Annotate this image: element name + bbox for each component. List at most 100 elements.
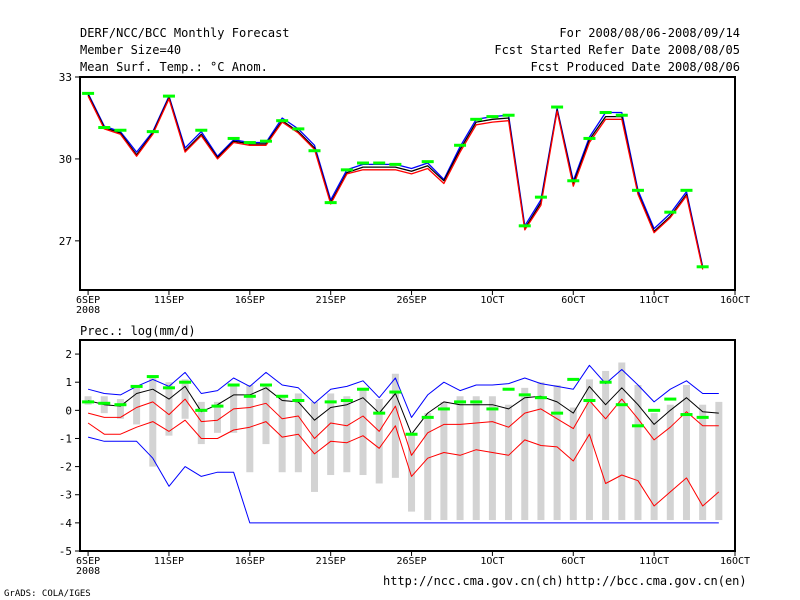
prec-obs-marker (195, 408, 208, 412)
prec-obs-marker (470, 400, 483, 404)
temp-x-tick-label: 16OCT (720, 295, 750, 306)
temp-obs-marker (696, 265, 709, 269)
prec-range-bar (246, 385, 254, 473)
prec-obs-marker (243, 394, 256, 398)
temp-obs-marker (534, 195, 547, 199)
temp-obs-marker (243, 141, 256, 145)
prec-y-tick-label: 0 (65, 404, 72, 417)
temp-obs-marker (82, 91, 95, 95)
prec-obs-marker (389, 390, 402, 394)
prec-range-bar (116, 399, 124, 419)
temp-x-tick-label: 6OCT (561, 295, 585, 306)
prec-range-bar (553, 385, 561, 521)
temp-obs-marker (664, 210, 677, 214)
prec-plot-frame (79, 339, 736, 552)
prec-obs-marker (680, 413, 693, 417)
prec-obs-marker (82, 400, 95, 404)
prec-obs-marker (276, 394, 289, 398)
prec-obs-marker (454, 400, 467, 404)
temp-obs-marker (276, 119, 289, 123)
temp-x-tick-label: 21SEP (316, 295, 346, 306)
temp-y-tick-label: 27 (59, 235, 72, 248)
prec-range-bar (311, 401, 319, 492)
temp-obs-marker (259, 139, 272, 143)
prec-range-bar (715, 401, 723, 521)
temperature-variable-label: Mean Surf. Temp.: °C Anom. (80, 60, 268, 74)
prec-range-bar (375, 399, 383, 484)
chart-title: DERF/NCC/BCC Monthly Forecast (80, 26, 290, 40)
temp-obs-marker (357, 161, 370, 165)
prec-range-bar (521, 387, 529, 521)
prec-obs-marker (551, 411, 564, 415)
prec-p10-line (87, 419, 720, 507)
prec-x-tick-label: 1OCT (480, 556, 504, 567)
prec-obs-marker (98, 401, 111, 405)
temp-x-tick-label: 16SEP (235, 295, 265, 306)
prec-obs-marker (259, 383, 272, 387)
prec-y-tick-label: -4 (59, 517, 73, 530)
forecast-started-date: Fcst Started Refer Date 2008/08/05 (494, 43, 740, 57)
temp-obs-marker (162, 94, 175, 98)
prec-range-bar (699, 404, 707, 521)
temp-x-tick-label: 11SEP (154, 295, 184, 306)
temp-obs-marker (389, 162, 402, 166)
prec-range-bar (294, 393, 302, 473)
prec-obs-marker (130, 384, 143, 388)
prec-year-label: 2008 (76, 566, 100, 577)
prec-x-tick-label: 16SEP (235, 556, 265, 567)
temp-x-tick-label: 6SEP (76, 295, 100, 306)
temp-obs-marker (615, 113, 628, 117)
temp-obs-marker (98, 126, 111, 130)
grads-credit: GrADS: COLA/IGES (4, 589, 91, 599)
prec-obs-marker (324, 400, 337, 404)
precip-variable-label: Prec.: log(mm/d) (80, 324, 196, 338)
prec-range-bar (440, 401, 448, 521)
temp-panel: 27 30 33 6SEP 11SEP 16SEP 21SEP 26SEP 1OCT 6OCT 11… (59, 71, 750, 316)
temp-obs-marker (195, 128, 208, 132)
temp-x-tick-label: 11OCT (639, 295, 669, 306)
prec-range-bar (537, 382, 545, 521)
temp-obs-marker (567, 179, 580, 183)
prec-obs-marker (405, 432, 418, 436)
temp-obs-marker (631, 188, 644, 192)
prec-obs-marker (146, 375, 159, 379)
prec-range-bar (165, 382, 173, 436)
prec-obs-marker (696, 415, 709, 419)
prec-obs-marker (664, 397, 677, 401)
temp-year-label: 2008 (76, 305, 100, 316)
prec-obs-marker (518, 393, 531, 397)
prec-obs-marker (437, 407, 450, 411)
temp-obs-marker (292, 127, 305, 131)
prec-min-line (87, 436, 719, 524)
prec-obs-marker (599, 380, 612, 384)
prec-p25-line (87, 398, 719, 456)
prec-obs-marker (567, 377, 580, 381)
prec-obs-marker (583, 398, 596, 402)
prec-y-tick-label: -5 (59, 545, 72, 558)
prec-range-bar (408, 432, 416, 512)
temp-obs-marker (486, 115, 499, 119)
prec-range-bar (505, 404, 513, 521)
prec-obs-marker (179, 380, 192, 384)
temp-obs-marker (599, 111, 612, 114)
prec-range-bar (472, 396, 480, 521)
forecast-produced-date: Fcst Produced Date 2008/08/06 (530, 60, 740, 74)
prec-obs-marker (162, 386, 175, 390)
temp-obs-marker (308, 149, 321, 153)
prec-range-bar (682, 385, 690, 521)
prec-obs-marker (227, 383, 240, 387)
prec-range-bar (197, 401, 205, 445)
bcc-url-link[interactable]: http://bcc.cma.gov.cn(en) (566, 574, 747, 588)
forecast-period-label: For 2008/08/06-2008/09/14 (559, 26, 740, 40)
ncc-url-link[interactable]: http://ncc.cma.gov.cn(ch) (383, 574, 564, 588)
temp-obs-marker (518, 224, 531, 228)
member-size-label: Member Size=40 (80, 43, 182, 57)
prec-x-tick-label: 6OCT (561, 556, 585, 567)
prec-x-tick-label: 21SEP (316, 556, 346, 567)
prec-range-bar (359, 387, 367, 476)
temp-plot-frame (79, 76, 736, 291)
prec-y-tick-label: -2 (59, 461, 72, 474)
temp-obs-marker (470, 117, 483, 121)
